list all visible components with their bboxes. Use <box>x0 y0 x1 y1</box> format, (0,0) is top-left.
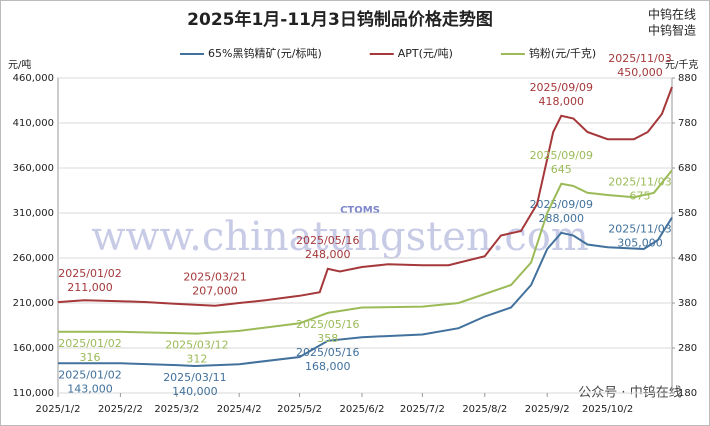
y2-tick-label: 480 <box>678 253 697 264</box>
brand: 中钨智造 <box>648 23 696 38</box>
logo: CTOMS <box>340 205 380 216</box>
series-line <box>58 216 673 368</box>
y2-axis-label: 元/千克 <box>665 59 698 71</box>
annotation-value: 143,000 <box>67 382 113 395</box>
annotation-date: 2025/03/12 <box>165 339 228 352</box>
annotation-date: 2025/11/03 <box>608 52 671 65</box>
brand: 中钨在线 <box>648 7 696 22</box>
y2-tick-label: 880 <box>678 73 697 84</box>
watermark: www.chinatungsten.com <box>91 214 589 260</box>
y-tick-label: 160,000 <box>13 343 54 354</box>
annotation-value: 207,000 <box>192 285 238 298</box>
annotation-value: 358 <box>317 332 338 345</box>
annotation-date: 2025/05/16 <box>296 234 359 247</box>
legend-label: 钨粉(元/千克) <box>529 47 596 60</box>
annotation-value: 305,000 <box>617 237 663 250</box>
annotation-value: 288,000 <box>539 212 585 225</box>
annotation-value: 418,000 <box>539 95 585 108</box>
annotation-value: 248,000 <box>305 248 351 261</box>
x-tick-label: 2025/8/2 <box>462 404 507 415</box>
y-axis-label: 元/吨 <box>8 58 31 71</box>
y2-tick-label: 180 <box>678 388 697 399</box>
annotation-date: 2025/05/16 <box>296 346 359 359</box>
y-tick-label: 460,000 <box>13 73 54 84</box>
y2-tick-label: 680 <box>678 163 697 174</box>
annotation-date: 2025/03/11 <box>163 371 226 384</box>
x-tick-label: 2025/10/2 <box>582 404 633 415</box>
annotation-date: 2025/03/21 <box>183 271 246 284</box>
x-tick-label: 2025/6/2 <box>340 404 385 415</box>
annotation-value: 211,000 <box>67 281 113 294</box>
chart-title: 2025年1月-11月3日钨制品价格走势图 <box>187 9 493 30</box>
annotation-value: 450,000 <box>617 66 663 79</box>
annotation-date: 2025/11/03 <box>608 175 671 188</box>
annotation-date: 2025/09/09 <box>530 198 593 211</box>
annotation-date: 2025/01/02 <box>58 337 121 350</box>
annotation-value: 140,000 <box>172 385 218 398</box>
annotation-value: 316 <box>80 351 101 364</box>
annotation-date: 2025/01/02 <box>58 368 121 381</box>
x-tick-label: 2025/5/2 <box>277 404 322 415</box>
x-tick-label: 2025/7/2 <box>400 404 445 415</box>
annotation-value: 312 <box>186 353 207 366</box>
y-tick-label: 360,000 <box>13 163 54 174</box>
y2-tick-label: 280 <box>678 343 697 354</box>
annotation-value: 675 <box>630 189 651 202</box>
annotation-date: 2025/05/16 <box>296 318 359 331</box>
series-line <box>57 86 673 307</box>
y-tick-label: 410,000 <box>13 118 54 129</box>
y-tick-label: 110,000 <box>13 388 54 399</box>
y2-tick-label: 780 <box>678 118 697 129</box>
annotation-value: 168,000 <box>305 360 351 373</box>
y2-tick-label: 380 <box>678 298 697 309</box>
x-tick-label: 2025/4/2 <box>217 404 262 415</box>
x-tick-label: 2025/1/2 <box>36 404 81 415</box>
y-tick-label: 210,000 <box>13 298 54 309</box>
series-line <box>58 169 673 335</box>
annotation-date: 2025/01/02 <box>58 267 121 280</box>
y2-tick-label: 580 <box>678 208 697 219</box>
annotation-value: 645 <box>551 163 572 176</box>
x-tick-label: 2025/2/2 <box>98 404 143 415</box>
legend-label: 65%黑钨精矿(元/标吨) <box>208 46 322 60</box>
annotation-date: 2025/11/03 <box>608 223 671 236</box>
x-tick-label: 2025/9/2 <box>525 404 570 415</box>
y-tick-label: 310,000 <box>13 208 54 219</box>
legend-label: APT(元/吨) <box>398 47 453 60</box>
annotation-date: 2025/09/09 <box>530 81 593 94</box>
y-tick-label: 260,000 <box>13 253 54 264</box>
x-tick-label: 2025/3/2 <box>154 404 199 415</box>
annotation-date: 2025/09/09 <box>530 149 593 162</box>
